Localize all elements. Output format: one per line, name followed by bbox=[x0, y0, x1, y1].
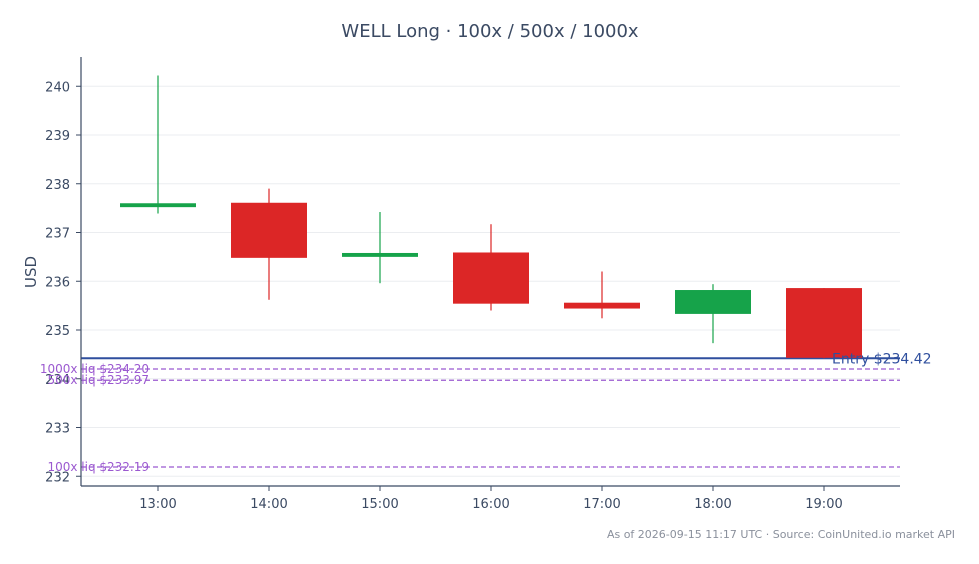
liquidation-label: 500x liq $233.97 bbox=[47, 373, 149, 387]
x-tick-label: 17:00 bbox=[583, 497, 620, 512]
x-tick-label: 16:00 bbox=[472, 497, 509, 512]
x-tick-label: 18:00 bbox=[694, 497, 731, 512]
x-tick-label: 14:00 bbox=[250, 497, 287, 512]
candle-body bbox=[342, 252, 418, 257]
liquidation-label: 100x liq $232.19 bbox=[47, 460, 149, 474]
y-tick-label: 240 bbox=[45, 80, 70, 95]
x-tick-label: 19:00 bbox=[805, 497, 842, 512]
candle-body bbox=[564, 302, 640, 309]
chart-title: WELL Long · 100x / 500x / 1000x bbox=[341, 21, 639, 42]
footer-source: As of 2026-09-15 11:17 UTC · Source: Coi… bbox=[607, 528, 955, 541]
y-tick-label: 239 bbox=[45, 129, 70, 144]
y-ticks: 232 233 234 235 236 237 238 239 240 bbox=[45, 80, 81, 485]
candle-body bbox=[120, 203, 196, 208]
y-tick-label: 234 bbox=[45, 373, 70, 388]
y-tick-label: 236 bbox=[45, 275, 70, 290]
candle-body bbox=[786, 288, 862, 358]
candle-body bbox=[675, 290, 751, 314]
y-tick-label: 238 bbox=[45, 178, 70, 193]
liquidation-label: 1000x liq $234.20 bbox=[40, 362, 149, 376]
price-levels bbox=[81, 357, 900, 468]
entry-label: Entry $234.42 bbox=[832, 351, 932, 367]
candles bbox=[120, 75, 862, 359]
y-tick-label: 232 bbox=[45, 470, 70, 485]
x-tick-label: 15:00 bbox=[361, 497, 398, 512]
y-axis-label: USD bbox=[22, 256, 40, 288]
candle-body bbox=[453, 252, 529, 304]
x-ticks: 13:00 14:00 15:00 16:00 17:00 18:00 19:00 bbox=[139, 486, 843, 512]
y-tick-label: 237 bbox=[45, 227, 70, 242]
y-tick-label: 233 bbox=[45, 422, 70, 437]
y-tick-label: 235 bbox=[45, 324, 70, 339]
candle-body bbox=[231, 202, 307, 258]
x-tick-label: 13:00 bbox=[139, 497, 176, 512]
